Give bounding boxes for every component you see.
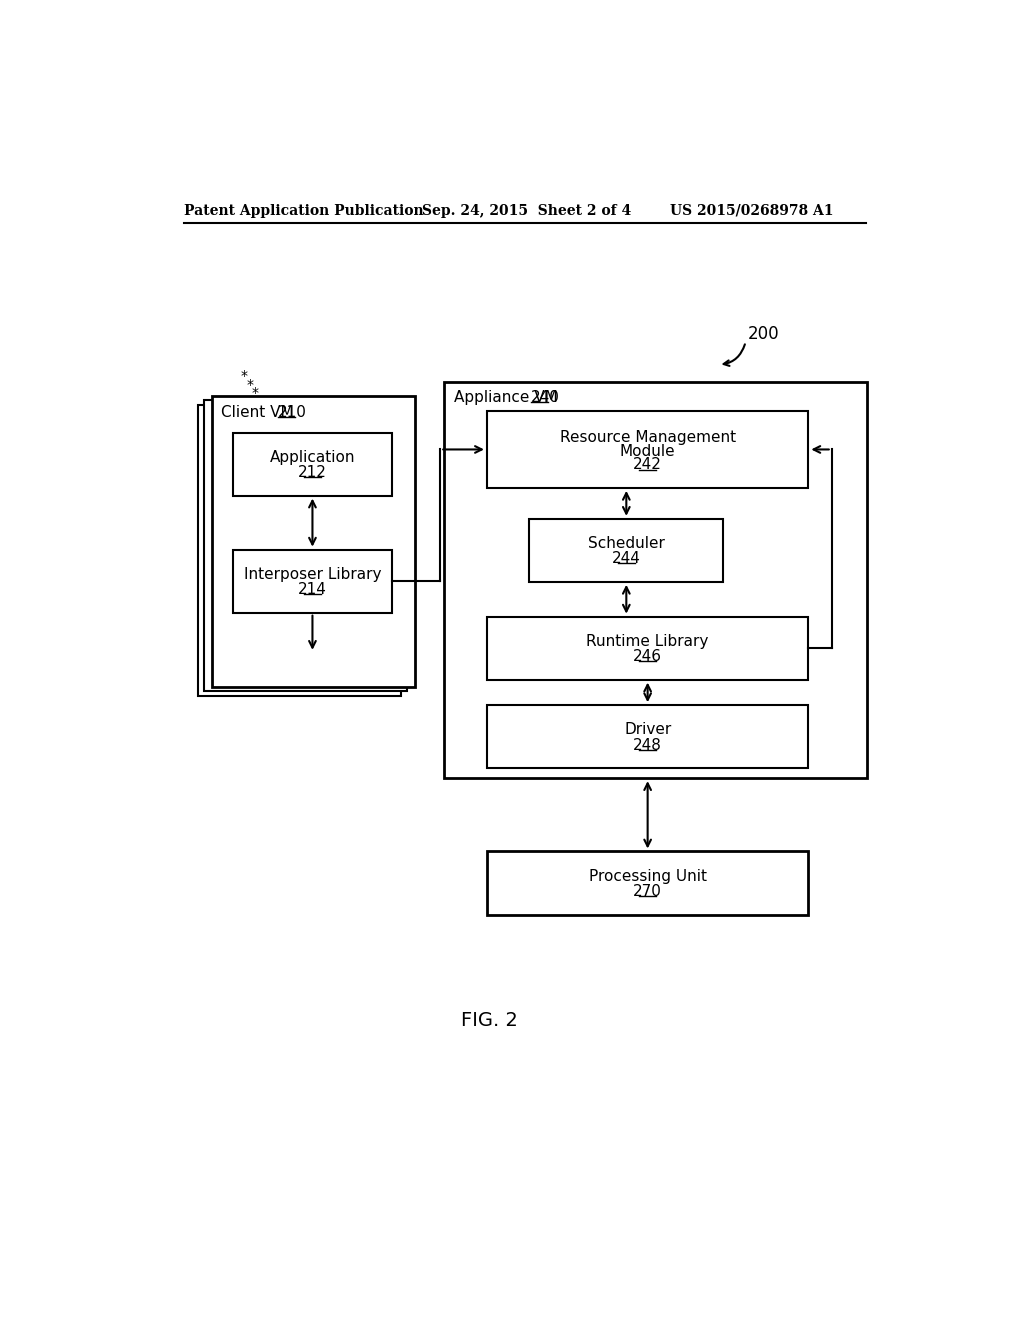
Text: 248: 248 <box>633 738 663 752</box>
Text: Patent Application Publication: Patent Application Publication <box>183 203 424 218</box>
Text: Appliance VM: Appliance VM <box>454 389 557 405</box>
Bar <box>233 549 391 612</box>
Bar <box>444 381 866 779</box>
Text: *: * <box>241 370 248 383</box>
Text: Resource Management: Resource Management <box>559 429 735 445</box>
Text: FIG. 2: FIG. 2 <box>461 1011 518 1031</box>
Text: 212: 212 <box>298 465 327 480</box>
Bar <box>529 519 723 582</box>
Bar <box>486 851 809 915</box>
Text: Sep. 24, 2015  Sheet 2 of 4: Sep. 24, 2015 Sheet 2 of 4 <box>423 203 632 218</box>
Text: Driver: Driver <box>624 722 672 738</box>
Text: 210: 210 <box>279 405 307 420</box>
Text: *: * <box>246 378 253 392</box>
Bar <box>486 411 809 488</box>
Text: Runtime Library: Runtime Library <box>587 634 709 648</box>
Text: 244: 244 <box>612 552 641 566</box>
Text: 246: 246 <box>633 649 663 664</box>
Bar <box>486 705 809 768</box>
Text: 214: 214 <box>298 582 327 597</box>
Text: Scheduler: Scheduler <box>588 536 665 550</box>
Text: Processing Unit: Processing Unit <box>589 869 707 883</box>
Text: 270: 270 <box>633 884 663 899</box>
Text: Client VM: Client VM <box>221 405 294 420</box>
Text: Module: Module <box>620 444 676 458</box>
Text: 200: 200 <box>748 325 779 343</box>
Text: 242: 242 <box>633 457 663 473</box>
Text: 240: 240 <box>531 389 560 405</box>
Bar <box>233 433 391 496</box>
Text: Application: Application <box>269 450 355 465</box>
Text: Interposer Library: Interposer Library <box>244 566 381 582</box>
Bar <box>486 616 809 680</box>
Bar <box>212 396 415 686</box>
Bar <box>204 400 407 692</box>
Text: US 2015/0268978 A1: US 2015/0268978 A1 <box>671 203 834 218</box>
Text: *: * <box>252 387 259 400</box>
Bar <box>198 405 400 696</box>
